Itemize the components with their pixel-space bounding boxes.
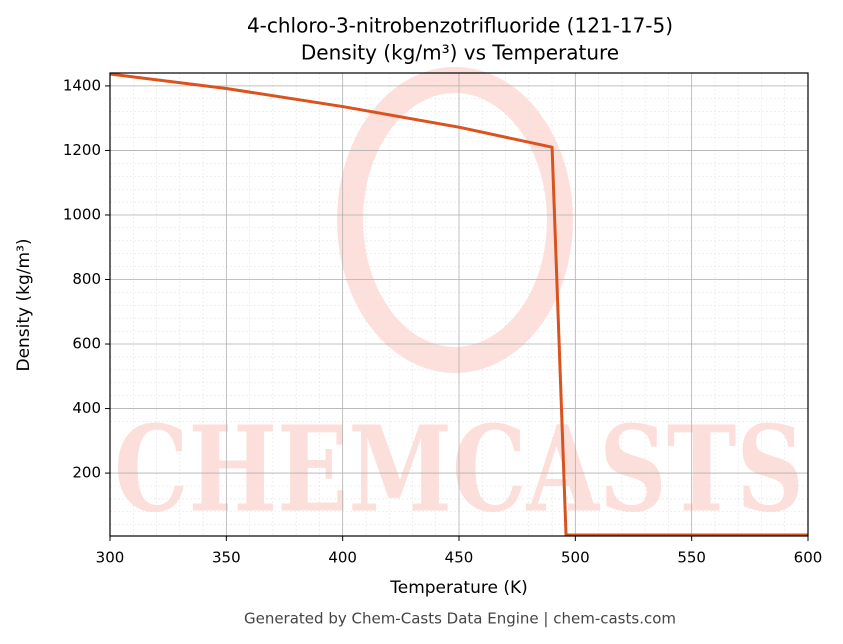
x-tick-label: 600 bbox=[794, 549, 823, 567]
plot-frame bbox=[109, 72, 809, 537]
footer: Generated by Chem-Casts Data Engine | ch… bbox=[244, 610, 676, 628]
x-tick-label: 550 bbox=[677, 549, 706, 567]
y-tick-label: 600 bbox=[72, 335, 101, 353]
y-tick-label: 800 bbox=[72, 270, 101, 288]
y-tick-label: 400 bbox=[72, 399, 101, 417]
x-tick-label: 450 bbox=[445, 549, 474, 567]
x-tick-label: 500 bbox=[561, 549, 590, 567]
y-tick-label: 1400 bbox=[63, 76, 101, 94]
y-tick-label: 200 bbox=[72, 464, 101, 482]
chart-subtitle: Density (kg/m³) vs Temperature bbox=[301, 41, 619, 65]
y-tick-label: 1000 bbox=[63, 205, 101, 223]
x-tick-label: 400 bbox=[328, 549, 357, 567]
x-axis-label: Temperature (K) bbox=[389, 578, 528, 598]
x-tick-label: 350 bbox=[212, 549, 241, 567]
data-line bbox=[109, 72, 808, 537]
chart-title: 4-chloro-3-nitrobenzotrifluoride (121-17… bbox=[247, 14, 673, 38]
y-tick-label: 1200 bbox=[63, 141, 101, 159]
x-tick-label: 300 bbox=[96, 549, 125, 567]
y-axis-label: Density (kg/m³) bbox=[14, 238, 34, 371]
